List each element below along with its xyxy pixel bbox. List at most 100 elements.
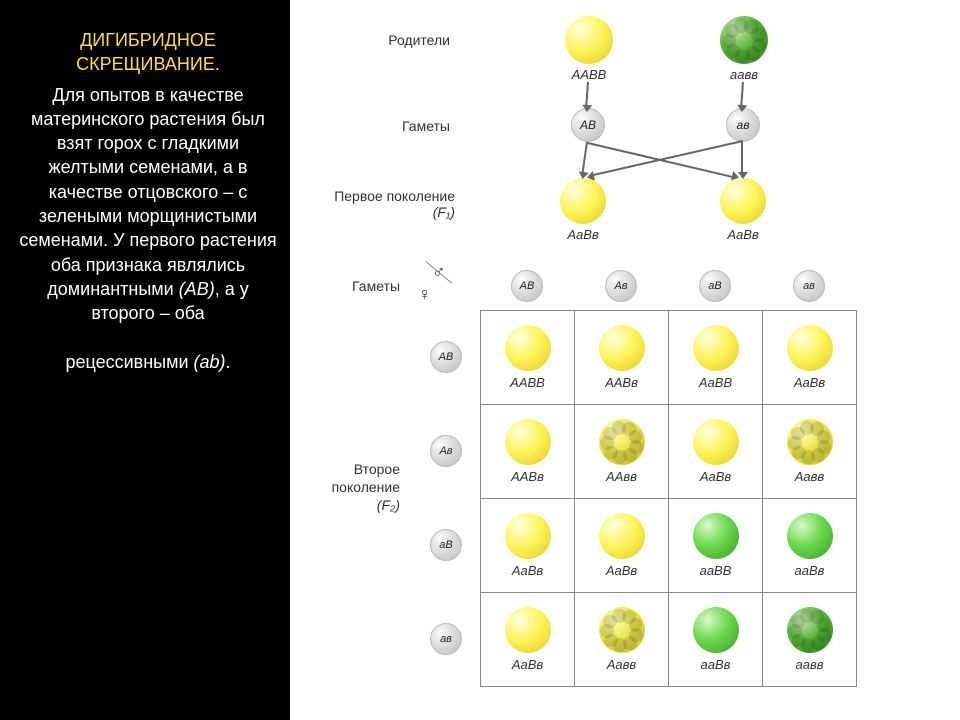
- cell-pea-1-3: [787, 419, 833, 465]
- col-gamete-0: AВ: [511, 270, 543, 302]
- cell-geno-0-3: AaВв: [794, 375, 825, 390]
- slide-body: Для опытов в качестве материнского расте…: [18, 83, 278, 375]
- f1-geno1: AaВв: [548, 227, 618, 242]
- gamete-p1: AВ: [571, 108, 605, 142]
- label-f2: Второепоколение(F₂): [290, 460, 400, 515]
- f1-geno2: AaВв: [708, 227, 778, 242]
- cell-pea-0-2: [693, 325, 739, 371]
- cell-geno-0-2: AaВB: [699, 375, 732, 390]
- colg3: aв: [793, 270, 825, 302]
- cell-geno-1-0: AAВв: [511, 469, 544, 484]
- cell-geno-2-1: AaВв: [606, 563, 637, 578]
- cell-pea-3-2: [693, 607, 739, 653]
- cell-1-1: AAвв: [575, 405, 669, 499]
- colg2: aВ: [699, 270, 731, 302]
- parent1-pea: [565, 16, 613, 64]
- cell-0-1: AAВв: [575, 311, 669, 405]
- row-gamete-3: aв: [430, 623, 462, 655]
- cell-geno-3-1: Aaвв: [607, 657, 636, 672]
- label-gametes2: Гаметы: [352, 278, 400, 294]
- cell-3-3: aaвв: [763, 593, 857, 687]
- body-p4: .: [226, 352, 231, 372]
- f1p1-wrap: [560, 178, 606, 229]
- gp1-wrap: AВ: [571, 108, 605, 142]
- gp2-wrap: aв: [726, 108, 760, 142]
- cell-geno-0-0: AABВ: [510, 375, 545, 390]
- col-gamete-3: aв: [793, 270, 825, 302]
- cell-geno-1-1: AAвв: [606, 469, 637, 484]
- cell-geno-1-2: AaВв: [700, 469, 731, 484]
- colg0: AВ: [511, 270, 543, 302]
- f1g2-wrap: AaВв: [708, 227, 778, 242]
- cell-pea-1-1: [599, 419, 645, 465]
- cell-geno-3-0: AaВв: [512, 657, 543, 672]
- rowg2: aВ: [430, 529, 462, 561]
- label-parents: Родители: [320, 32, 450, 48]
- cell-2-3: aaВв: [763, 499, 857, 593]
- parent2-wrap: [720, 16, 768, 69]
- f1-pea1: [560, 178, 606, 224]
- cell-pea-2-1: [599, 513, 645, 559]
- cell-pea-0-3: [787, 325, 833, 371]
- colg1: Aв: [605, 270, 637, 302]
- col-gamete-1: Aв: [605, 270, 637, 302]
- cell-geno-3-3: aaвв: [795, 657, 823, 672]
- cell-pea-1-0: [505, 419, 551, 465]
- cell-1-0: AAВв: [481, 405, 575, 499]
- parent2-geno: aaвв: [710, 67, 778, 82]
- em-recessive: (ab): [194, 352, 226, 372]
- dihybrid-diagram: Родители Гаметы Первое поколение(F₁) Гаметы…: [290, 0, 960, 720]
- cell-3-0: AaВв: [481, 593, 575, 687]
- cell-pea-1-2: [693, 419, 739, 465]
- cell-3-2: aaВв: [669, 593, 763, 687]
- cell-0-3: AaВв: [763, 311, 857, 405]
- cell-pea-3-0: [505, 607, 551, 653]
- cell-2-1: AaВв: [575, 499, 669, 593]
- cell-geno-2-3: aaВв: [795, 563, 825, 578]
- cell-geno-2-0: AaВв: [512, 563, 543, 578]
- f1p2-wrap: [720, 178, 766, 229]
- slide-title: ДИГИБРИДНОЕ СКРЕЩИВАНИЕ.: [18, 28, 278, 77]
- cell-2-0: AaВв: [481, 499, 575, 593]
- cell-geno-0-1: AAВв: [605, 375, 638, 390]
- parent1-geno: AABВ: [555, 67, 623, 82]
- cell-pea-0-1: [599, 325, 645, 371]
- parent2-pea: [720, 16, 768, 64]
- cell-0-0: AABВ: [481, 311, 575, 405]
- cell-pea-2-2: [693, 513, 739, 559]
- gamete-p2: aв: [726, 108, 760, 142]
- label-f1: Первое поколение(F₁): [290, 188, 455, 220]
- body-p3: рецессивными: [65, 352, 193, 372]
- rowg1: Aв: [430, 435, 462, 467]
- p2geno-wrap: aaвв: [710, 67, 778, 82]
- diagram-panel: Родители Гаметы Первое поколение(F₁) Гаметы…: [290, 0, 960, 720]
- cell-pea-3-3: [787, 607, 833, 653]
- f1-pea2: [720, 178, 766, 224]
- cell-geno-2-2: aaВB: [700, 563, 732, 578]
- female-symbol: ♀: [418, 284, 432, 305]
- row-gamete-2: aВ: [430, 529, 462, 561]
- p1geno-wrap: AABВ: [555, 67, 623, 82]
- rowg0: AВ: [430, 341, 462, 373]
- row-gamete-0: AВ: [430, 341, 462, 373]
- body-p1: Для опытов в качестве материнского расте…: [19, 85, 276, 299]
- parent1-wrap: [565, 16, 613, 69]
- cell-geno-3-2: aaВв: [701, 657, 731, 672]
- cell-0-2: AaВB: [669, 311, 763, 405]
- cell-2-2: aaВB: [669, 499, 763, 593]
- left-text-panel: ДИГИБРИДНОЕ СКРЕЩИВАНИЕ. Для опытов в ка…: [0, 0, 290, 720]
- cell-1-3: Aaвв: [763, 405, 857, 499]
- cell-3-1: Aaвв: [575, 593, 669, 687]
- cell-pea-2-3: [787, 513, 833, 559]
- f1g1-wrap: AaВв: [548, 227, 618, 242]
- cell-1-2: AaВв: [669, 405, 763, 499]
- punnett-grid: AABВ AAВв AaВB AaВв AAВв AAвв AaВв Aaвв AaВв AaВв…: [480, 310, 857, 687]
- cell-pea-3-1: [599, 607, 645, 653]
- cell-pea-0-0: [505, 325, 551, 371]
- label-gametes: Гаметы: [320, 118, 450, 134]
- slide-root: ДИГИБРИДНОЕ СКРЕЩИВАНИЕ. Для опытов в ка…: [0, 0, 960, 720]
- em-dominant: (AB): [179, 279, 215, 299]
- cell-geno-1-3: Aaвв: [795, 469, 824, 484]
- cell-pea-2-0: [505, 513, 551, 559]
- row-gamete-1: Aв: [430, 435, 462, 467]
